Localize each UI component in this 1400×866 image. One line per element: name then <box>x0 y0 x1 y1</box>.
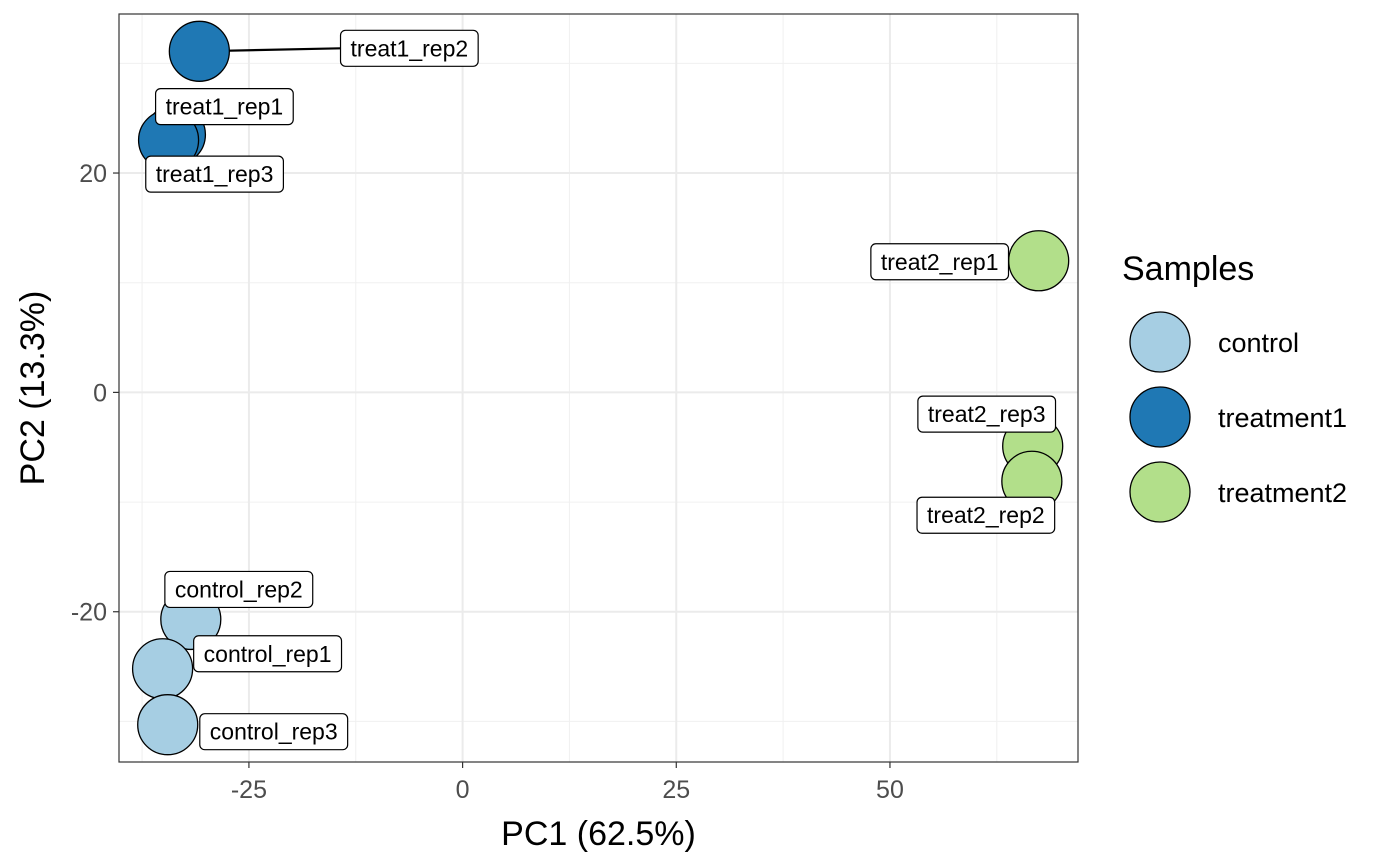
point-label-box <box>199 713 349 751</box>
point-label-text: treat2_rep3 <box>928 401 1046 427</box>
point-label-box <box>870 243 1010 281</box>
x-axis-ticks: -25 0 25 50 <box>231 762 904 804</box>
legend: Samples control treatment1 treatment2 <box>1122 250 1347 523</box>
point-label-box <box>917 395 1057 433</box>
legend-label: treatment2 <box>1218 478 1347 508</box>
point-label: treat2_rep2 <box>916 496 1056 534</box>
point-label: control_rep1 <box>193 635 343 673</box>
point-label: treat1_rep2 <box>339 29 479 67</box>
point-label-box <box>339 29 479 67</box>
x-tick-label: 50 <box>876 776 904 804</box>
point-label: treat1_rep3 <box>145 155 284 193</box>
point-label: control_rep2 <box>164 570 314 609</box>
point-label-text: treat2_rep2 <box>927 502 1045 528</box>
legend-label: control <box>1218 328 1299 358</box>
point-label-text: control_rep1 <box>204 641 332 667</box>
point-label-text: treat1_rep2 <box>351 35 469 61</box>
point-label-text: control_rep2 <box>175 576 303 602</box>
data-point <box>137 694 199 756</box>
y-axis-ticks: -20 0 20 <box>71 160 119 627</box>
legend-key <box>1129 386 1191 448</box>
point-label: control_rep3 <box>199 713 349 751</box>
legend-title: Samples <box>1122 250 1254 288</box>
point-label-text: treat1_rep1 <box>166 94 284 120</box>
point-label-box <box>916 496 1056 534</box>
point-label-text: treat1_rep3 <box>156 161 274 187</box>
point-labels: control_rep1 control_rep2 control_rep3 trea… <box>145 29 1057 751</box>
legend-key <box>1129 311 1191 373</box>
data-point <box>168 20 230 82</box>
x-axis-title: PC1 (62.5%) <box>501 815 696 853</box>
y-tick-label: -20 <box>71 599 107 627</box>
plot-panel-border <box>118 13 1079 763</box>
y-tick-label: 20 <box>79 160 107 188</box>
point-label-box <box>193 635 343 673</box>
legend-key <box>1129 461 1191 523</box>
point-label: treat2_rep3 <box>917 395 1057 433</box>
y-tick-label: 0 <box>93 379 107 407</box>
x-tick-label: 0 <box>456 776 470 804</box>
point-label: treat2_rep1 <box>870 243 1010 281</box>
x-tick-label: -25 <box>231 776 267 804</box>
point-label: treat1_rep1 <box>154 88 294 126</box>
y-axis-title: PC2 (13.3%) <box>14 291 52 486</box>
data-point <box>131 638 194 700</box>
point-label-box <box>145 155 284 193</box>
point-label-text: control_rep3 <box>210 719 338 745</box>
point-label-box <box>154 88 294 126</box>
legend-label: treatment1 <box>1218 403 1347 433</box>
x-tick-label: 25 <box>662 776 690 804</box>
data-point <box>1008 230 1070 292</box>
point-label-text: treat2_rep1 <box>881 249 999 275</box>
point-label-box <box>164 570 314 609</box>
